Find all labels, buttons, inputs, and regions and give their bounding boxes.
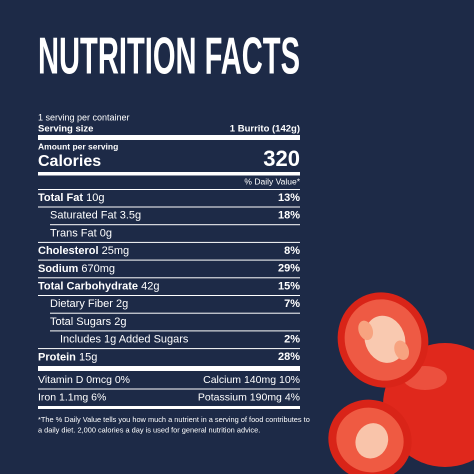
nutrient-amount: 10g xyxy=(86,192,104,204)
rule xyxy=(38,172,300,176)
title: NUTRITION FACTS xyxy=(38,28,300,86)
vitamin: Iron 1.1mg 6% xyxy=(38,391,106,403)
footnote: *The % Daily Value tells you how much a … xyxy=(38,415,310,424)
nutrient-amount: 15g xyxy=(79,351,97,363)
vitamin: Vitamin D 0mcg 0% xyxy=(38,374,130,386)
rule xyxy=(50,224,300,226)
dv-header: % Daily Value* xyxy=(244,176,300,186)
rule xyxy=(38,259,300,261)
nutrient-row: Sodium 670mg xyxy=(38,263,115,275)
nutrient-name: Saturated Fat xyxy=(50,210,117,222)
rule xyxy=(38,189,300,190)
rule xyxy=(50,330,300,332)
nutrient-row: Cholesterol 25mg xyxy=(38,245,129,257)
calories-label: Calories xyxy=(38,153,101,170)
nutrient-name: Cholesterol xyxy=(38,245,99,257)
nutrient-amount: 42g xyxy=(141,280,159,292)
daily-value: 2% xyxy=(284,334,300,346)
rule xyxy=(38,206,300,208)
nutrient-row: Total Fat 10g xyxy=(38,192,104,204)
footnote: a daily diet. 2,000 calories a day is us… xyxy=(38,425,260,434)
rule xyxy=(38,135,300,140)
daily-value: 28% xyxy=(278,351,300,363)
serving-size-value: 1 Burrito (142g) xyxy=(230,124,300,135)
rule xyxy=(50,312,300,314)
daily-value: 13% xyxy=(278,192,300,204)
nutrient-amount: 3.5g xyxy=(120,210,141,222)
nutrient-row: Saturated Fat 3.5g xyxy=(50,210,141,222)
rule xyxy=(38,241,300,243)
nutrient-name: Total Sugars xyxy=(50,316,112,328)
nutrient-name: Includes 1g Added Sugars xyxy=(60,334,189,346)
nutrient-amount: 25mg xyxy=(102,245,130,257)
nutrient-row: Trans Fat 0g xyxy=(50,227,112,239)
nutrient-amount: 670mg xyxy=(81,263,115,275)
daily-value: 8% xyxy=(284,245,300,257)
calories-value: 320 xyxy=(263,146,300,171)
nutrient-name: Total Carbohydrate xyxy=(38,280,138,292)
nutrient-amount: 0g xyxy=(100,227,112,239)
servings: 1 serving per container xyxy=(38,112,130,122)
tomatoes xyxy=(328,292,474,474)
nutrient-name: Sodium xyxy=(38,263,79,275)
nutrient-row: Protein 15g xyxy=(38,351,97,363)
amount-per-serving: Amount per serving xyxy=(38,141,118,151)
rule xyxy=(38,406,300,409)
nutrient-amount: 2g xyxy=(116,298,128,310)
vitamin: Calcium 140mg 10% xyxy=(203,374,300,386)
daily-value: 15% xyxy=(278,280,300,292)
rule xyxy=(38,366,300,371)
daily-value: 7% xyxy=(284,298,300,310)
nutrient-name: Dietary Fiber xyxy=(50,298,113,310)
nutrient-row: Includes 1g Added Sugars xyxy=(60,334,189,346)
nutrient-row: Total Sugars 2g xyxy=(50,316,126,328)
rule xyxy=(38,277,300,279)
nutrient-amount: 2g xyxy=(114,316,126,328)
nutrient-name: Trans Fat xyxy=(50,227,97,239)
rule xyxy=(38,388,300,390)
serving-size-label: Serving size xyxy=(38,124,93,135)
daily-value: 18% xyxy=(278,210,300,222)
daily-value: 29% xyxy=(278,263,300,275)
rule xyxy=(38,295,300,296)
nutrient-row: Total Carbohydrate 42g xyxy=(38,280,159,292)
nutrient-row: Dietary Fiber 2g xyxy=(50,298,128,310)
nutrient-name: Total Fat xyxy=(38,192,83,204)
rule xyxy=(38,348,300,350)
nutrient-name: Protein xyxy=(38,351,76,363)
vitamin: Potassium 190mg 4% xyxy=(198,391,300,403)
